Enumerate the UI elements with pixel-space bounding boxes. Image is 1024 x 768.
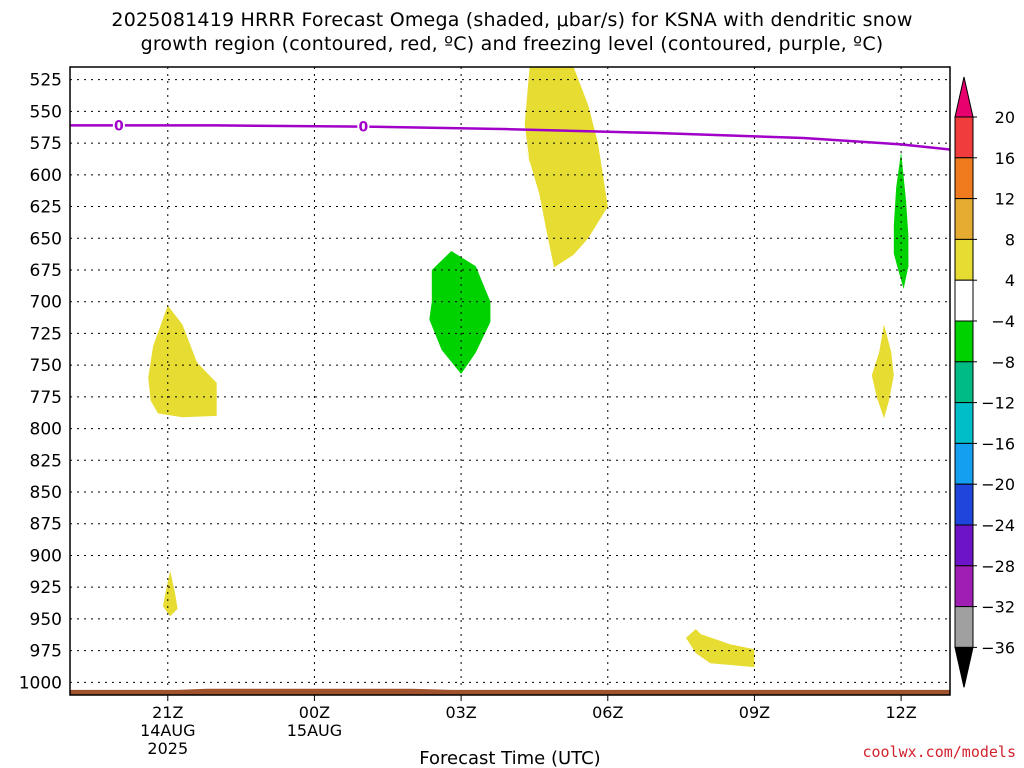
freezing-label-bg-1 bbox=[112, 117, 125, 134]
y-tick-label-600: 600 bbox=[30, 166, 62, 186]
colorbar-label-13: −36 bbox=[981, 638, 1015, 657]
y-tick-label-550: 550 bbox=[30, 102, 62, 122]
terrain-layer bbox=[70, 688, 950, 695]
x-year-label-21Z: 2025 bbox=[147, 739, 188, 758]
colorbar-label-7: −12 bbox=[981, 394, 1015, 413]
chart-title-line1: 2025081419 HRRR Forecast Omega (shaded, … bbox=[111, 9, 913, 31]
colorbar-swatch-4 bbox=[954, 238, 974, 281]
omega-shaded-regions bbox=[148, 67, 909, 668]
y-tick-label-675: 675 bbox=[30, 261, 62, 281]
y-tick-label-825: 825 bbox=[30, 451, 62, 471]
source-credit: coolwx.com/models bbox=[862, 743, 1016, 761]
x-date-label-00Z: 15AUG bbox=[287, 721, 342, 740]
omega-region-3 bbox=[429, 251, 491, 374]
plot-area bbox=[70, 67, 950, 695]
x-axis-label: Forecast Time (UTC) bbox=[419, 748, 600, 768]
y-tick-label-650: 650 bbox=[30, 229, 62, 249]
colorbar-label-10: −24 bbox=[981, 516, 1015, 535]
colorbar-swatch-5 bbox=[954, 279, 974, 322]
y-tick-label-1000: 1000 bbox=[19, 673, 62, 693]
colorbar-swatch-13 bbox=[954, 606, 974, 648]
plot-frame bbox=[69, 66, 951, 696]
y-tick-label-625: 625 bbox=[30, 198, 62, 218]
y-tick-label-800: 800 bbox=[30, 420, 62, 440]
freezing-level-line bbox=[70, 124, 950, 151]
colorbar-swatch-3 bbox=[954, 198, 974, 240]
omega-region-5 bbox=[686, 629, 755, 668]
colorbar-label-5: −4 bbox=[991, 312, 1015, 331]
freezing-label-bg-2 bbox=[357, 118, 370, 135]
colorbar-swatch-9 bbox=[954, 442, 974, 485]
colorbar-label-11: −28 bbox=[981, 557, 1015, 576]
colorbar-swatch-11 bbox=[954, 524, 974, 567]
x-tick-label-00Z: 00Z bbox=[299, 703, 330, 722]
y-tick-label-950: 950 bbox=[30, 610, 62, 630]
y-tick-label-850: 850 bbox=[30, 483, 62, 503]
colorbar-bottom-arrow bbox=[954, 646, 974, 688]
omega-region-4 bbox=[524, 67, 608, 268]
omega-region-6 bbox=[871, 324, 894, 419]
colorbar-label-8: −16 bbox=[981, 434, 1015, 453]
x-tick-label-03Z: 03Z bbox=[445, 703, 476, 722]
x-tick-label-09Z: 09Z bbox=[739, 703, 770, 722]
omega-region-1 bbox=[148, 305, 217, 418]
y-tick-label-750: 750 bbox=[30, 356, 62, 376]
colorbar-legend: 20 16 12 8 4 −4 −8 −12 −16 −20 −24 −28 −32 −36 bbox=[954, 76, 1015, 688]
colorbar-swatch-2 bbox=[954, 157, 974, 200]
colorbar-top-arrow bbox=[954, 76, 974, 118]
y-tick-label-575: 575 bbox=[30, 134, 62, 154]
y-tick-label-725: 725 bbox=[30, 324, 62, 344]
y-tick-label-525: 525 bbox=[30, 71, 62, 91]
colorbar-swatch-10 bbox=[954, 483, 974, 526]
colorbar-swatch-1 bbox=[954, 116, 974, 159]
colorbar-label-12: −32 bbox=[981, 598, 1015, 617]
freezing-level-label-2: 0 bbox=[358, 120, 368, 136]
colorbar-swatch-6 bbox=[954, 320, 974, 363]
y-tick-label-875: 875 bbox=[30, 515, 62, 535]
colorbar-label-3: 8 bbox=[1005, 230, 1015, 249]
colorbar-label-1: 16 bbox=[995, 149, 1015, 168]
chart-title: 2025081419 HRRR Forecast Omega (shaded, … bbox=[0, 8, 1024, 56]
freezing-level-label-1: 0 bbox=[114, 118, 124, 134]
y-axis: 525 550 575 600 625 650 675 700 725 750 775 800 825 8… bbox=[19, 71, 62, 694]
colorbar-label-4: 4 bbox=[1005, 271, 1015, 290]
x-tick-label-12Z: 12Z bbox=[885, 703, 916, 722]
x-tick-label-21Z: 21Z bbox=[152, 703, 183, 722]
omega-region-2 bbox=[162, 570, 178, 617]
x-date-label-21Z: 14AUG bbox=[140, 721, 195, 740]
y-tick-label-925: 925 bbox=[30, 578, 62, 598]
colorbar-label-2: 12 bbox=[995, 190, 1015, 209]
omega-region-7 bbox=[893, 152, 909, 289]
y-tick-label-975: 975 bbox=[30, 642, 62, 662]
chart-title-line2: growth region (contoured, red, ºC) and f… bbox=[140, 33, 884, 55]
colorbar-label-9: −20 bbox=[981, 475, 1015, 494]
y-tick-label-900: 900 bbox=[30, 546, 62, 566]
y-tick-label-775: 775 bbox=[30, 388, 62, 408]
colorbar-label-6: −8 bbox=[991, 353, 1015, 372]
colorbar-swatch-12 bbox=[954, 565, 974, 608]
y-tick-label-700: 700 bbox=[30, 293, 62, 313]
colorbar-label-0: 20 bbox=[995, 108, 1015, 127]
colorbar-swatch-8 bbox=[954, 402, 974, 444]
colorbar-swatch-7 bbox=[954, 361, 974, 404]
terrain-fill bbox=[70, 688, 950, 695]
x-tick-label-06Z: 06Z bbox=[592, 703, 623, 722]
